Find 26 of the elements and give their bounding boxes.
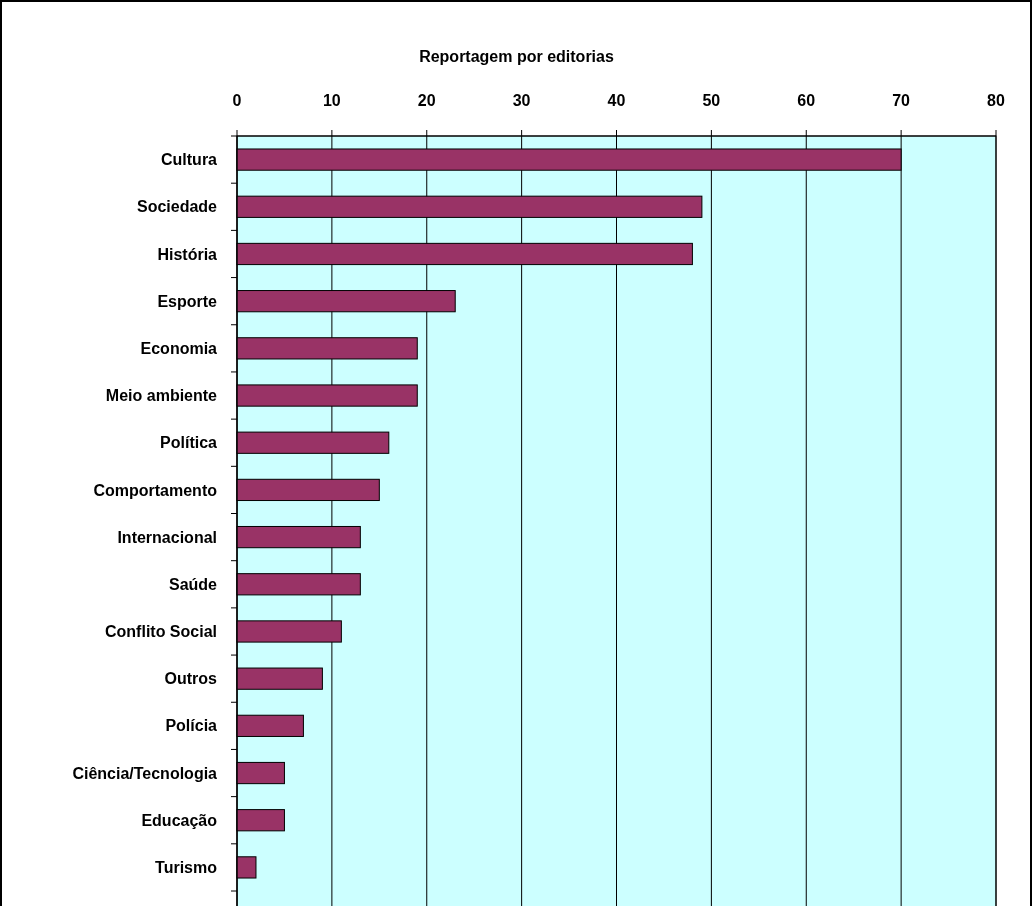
y-tick-label: Educação [141, 811, 218, 829]
x-tick-label: 0 [232, 92, 242, 109]
x-tick-label: 60 [797, 92, 816, 109]
y-tick-label: História [157, 245, 218, 263]
x-tick-label: 80 [987, 92, 1005, 109]
y-tick-label: Comportamento [93, 481, 218, 499]
y-tick-label: Outros [164, 670, 218, 688]
y-tick-label: Turismo [155, 859, 218, 877]
y-tick-label: Polícia [165, 717, 218, 735]
x-tick-label: 70 [892, 92, 911, 109]
x-tick-label: 40 [607, 92, 626, 109]
x-tick-label: 50 [702, 92, 721, 109]
y-tick-label: Sociedade [136, 198, 218, 216]
y-tick-label: Economia [140, 339, 218, 357]
y-tick-label: Cultura [161, 151, 218, 169]
y-tick-label: Esporte [157, 292, 218, 310]
y-tick-label: Ciência/Tecnologia [72, 764, 218, 782]
y-tick-label: Saúde [168, 575, 218, 593]
x-tick-label: 30 [512, 92, 531, 109]
chart-title: Reportagem por editorias [419, 48, 614, 65]
x-tick-label: 20 [417, 92, 436, 109]
y-tick-label: Meio ambiente [105, 387, 218, 405]
x-tick-label: 10 [322, 92, 341, 109]
y-tick-label: Conflito Social [105, 623, 217, 641]
y-tick-label: Política [160, 434, 218, 452]
y-tick-label: Internacional [117, 528, 217, 546]
